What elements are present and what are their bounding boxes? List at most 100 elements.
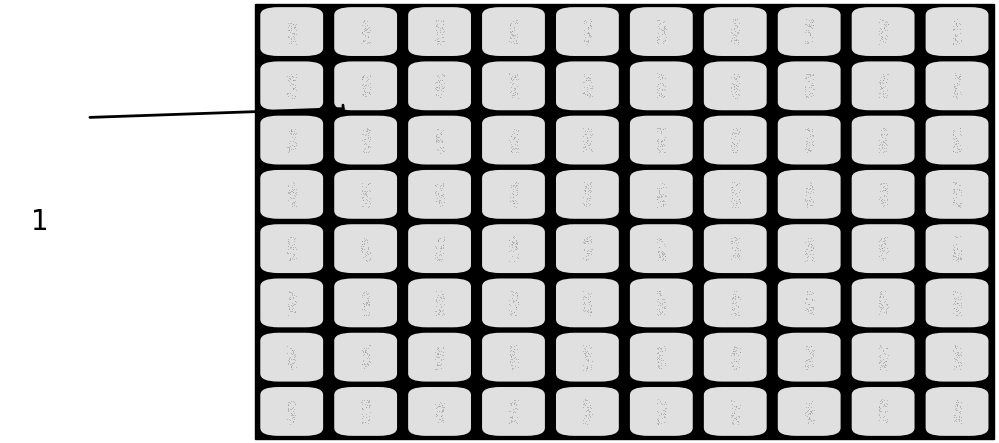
Point [431, 37, 447, 44]
Point [949, 311, 965, 319]
Point [654, 250, 670, 257]
Point [580, 74, 596, 82]
Point [355, 74, 371, 81]
Point [649, 311, 665, 318]
Point [728, 358, 744, 365]
Point [361, 125, 377, 132]
Point [429, 139, 445, 146]
Point [508, 305, 524, 312]
Point [655, 183, 671, 190]
Point [430, 38, 446, 45]
Point [358, 413, 374, 420]
Point [430, 404, 446, 411]
Point [436, 241, 452, 248]
FancyBboxPatch shape [483, 116, 544, 164]
Point [434, 416, 450, 424]
Point [657, 410, 673, 417]
Point [429, 126, 445, 133]
Point [507, 240, 523, 247]
Point [362, 255, 378, 262]
Point [583, 236, 599, 243]
Point [725, 251, 741, 258]
Point [650, 415, 666, 422]
Point [505, 292, 521, 299]
Point [582, 238, 598, 245]
Point [872, 408, 888, 415]
Point [801, 301, 817, 308]
Point [581, 82, 597, 89]
Point [579, 194, 595, 202]
Point [649, 194, 665, 201]
Point [429, 350, 445, 357]
Point [651, 148, 667, 155]
Point [354, 248, 370, 255]
Point [953, 304, 969, 311]
Point [879, 131, 895, 138]
Point [875, 202, 891, 209]
Point [798, 203, 814, 210]
Point [358, 128, 374, 135]
Point [723, 400, 739, 408]
Point [803, 342, 819, 349]
Point [284, 355, 300, 362]
Point [731, 251, 747, 258]
Point [799, 125, 815, 132]
Point [360, 416, 376, 424]
Point [728, 36, 744, 43]
Point [354, 243, 370, 250]
Point [358, 192, 374, 199]
Point [724, 148, 740, 155]
Point [805, 75, 821, 82]
Point [803, 296, 819, 303]
Point [356, 138, 372, 145]
Point [436, 181, 452, 188]
Point [576, 245, 592, 253]
Point [433, 131, 449, 138]
Point [431, 416, 447, 423]
Point [359, 237, 375, 244]
Point [430, 344, 446, 351]
Point [948, 71, 964, 78]
Point [430, 136, 446, 143]
Point [948, 141, 964, 148]
Point [508, 179, 524, 186]
Point [284, 405, 300, 412]
Point [799, 412, 815, 420]
Point [951, 20, 967, 27]
Point [872, 303, 888, 310]
Point [286, 416, 302, 423]
Point [506, 197, 522, 204]
Point [725, 81, 741, 88]
Point [723, 359, 739, 366]
Point [945, 253, 961, 260]
Point [432, 24, 448, 31]
Point [429, 180, 445, 187]
Point [434, 407, 450, 414]
Point [871, 353, 887, 360]
Point [432, 347, 448, 354]
Point [650, 184, 666, 191]
Point [354, 404, 370, 411]
Point [874, 27, 890, 35]
Point [287, 356, 303, 363]
Point [432, 136, 448, 143]
Point [435, 309, 451, 316]
Point [728, 365, 744, 372]
Point [945, 39, 961, 47]
Point [429, 195, 445, 202]
Point [360, 130, 376, 137]
Point [582, 237, 598, 245]
Point [580, 200, 596, 207]
FancyBboxPatch shape [778, 116, 840, 164]
Point [876, 412, 892, 419]
Point [579, 135, 595, 142]
Point [436, 403, 452, 410]
Point [505, 145, 521, 152]
Point [946, 18, 962, 25]
Point [801, 16, 817, 23]
Point [798, 73, 814, 80]
Point [281, 357, 297, 364]
Point [651, 289, 667, 296]
Point [579, 40, 595, 47]
Point [727, 130, 743, 137]
